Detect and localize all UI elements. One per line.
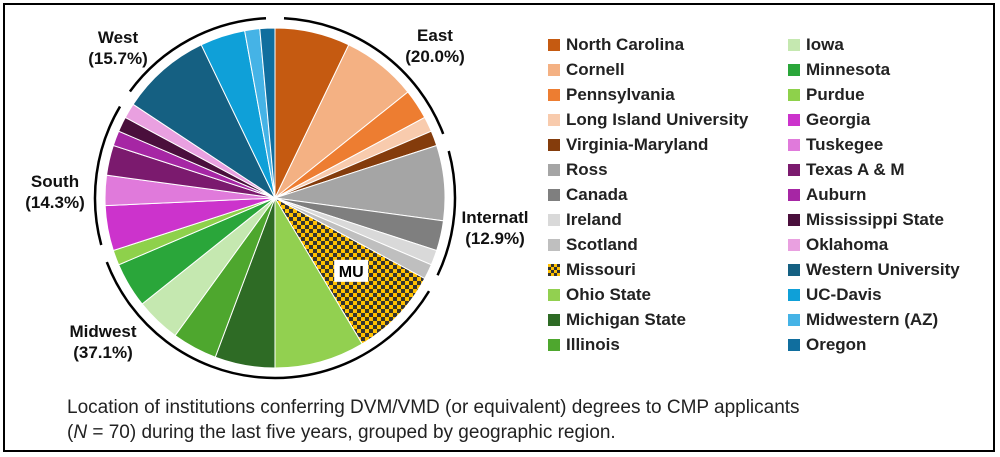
pie-slice-oregon [259,27,276,199]
region-name: South [30,172,80,191]
legend-swatch [788,264,800,276]
region-name: Internatl [461,208,529,227]
legend-swatch [548,339,560,351]
legend-label: Pennsylvania [566,85,675,104]
legend-label: Ohio State [566,285,652,304]
legend-label: Iowa [806,35,844,54]
pie-slice-ohio-state [274,196,363,369]
region-label-east: East (20.0%) [375,25,495,67]
legend-swatch [548,214,560,226]
legend-swatch [788,64,800,76]
region-percent: (14.3%) [25,193,85,212]
chart-caption: Location of institutions conferring DVM/… [67,395,967,445]
legend-swatch [548,64,560,76]
region-percent: (15.7%) [88,49,148,68]
legend-label: Minnesota [806,60,891,79]
legend-label: Cornell [566,60,625,79]
legend-label: Canada [566,185,628,204]
legend-swatch [548,139,560,151]
legend-swatch [788,339,800,351]
region-name: East [417,26,453,45]
caption-line-2: (N = 70) during the last five years, gro… [67,422,616,443]
legend-swatch [788,239,800,251]
legend-label: Scotland [566,235,638,254]
legend-swatch [548,264,560,276]
legend-swatch [788,314,800,326]
legend-label: Georgia [806,110,871,129]
legend-label: Oregon [806,335,867,354]
slice-label-missouri: MU [339,264,364,281]
region-arc-east [283,16,445,135]
legend-label: Tuskegee [806,135,884,154]
legend-swatch [788,39,800,51]
legend-label: Mississippi State [806,210,944,229]
legend-label: Purdue [806,85,865,104]
legend-label: Ireland [566,210,622,229]
region-label-midwest: Midwest (37.1%) [43,321,163,363]
pie-slice-western-university [132,44,277,200]
legend-label: Oklahoma [806,235,889,254]
legend-swatch [788,139,800,151]
region-percent: (12.9%) [465,229,525,248]
region-arc-midwest [105,261,431,380]
slice-label-background [334,259,369,282]
legend-label: Illinois [566,335,620,354]
legend-label: Missouri [566,260,636,279]
legend-swatch [548,189,560,201]
region-arc-south [93,105,122,246]
legend-label: Ross [566,160,608,179]
legend-swatch [548,39,560,51]
legend-label: Michigan State [566,310,686,329]
legend-label: Auburn [806,185,867,204]
legend-label: Midwestern (AZ) [806,310,939,329]
legend-swatch [788,164,800,176]
region-label-internatl: Internatl (12.9%) [435,207,555,249]
legend-swatch [548,239,560,251]
legend-swatch [788,114,800,126]
legend-swatch [788,214,800,226]
legend-swatch [548,114,560,126]
region-name: West [97,28,139,47]
legend-label: Texas A & M [806,160,905,179]
caption-line-1: Location of institutions conferring DVM/… [67,397,800,418]
legend-label: Long Island University [566,110,749,129]
legend-label: Western University [806,260,960,279]
legend-label: Virginia-Maryland [566,135,709,154]
legend-swatch [788,289,800,301]
region-label-south: South (14.3%) [0,171,115,213]
legend-swatch [788,189,800,201]
legend-swatch [548,314,560,326]
legend-swatch [548,164,560,176]
legend-label: North Carolina [566,35,685,54]
legend-label: UC-Davis [806,285,882,304]
region-label-west: West (15.7%) [58,27,178,69]
region-name: Midwest [69,322,137,341]
legend-swatch [548,289,560,301]
pie-chart: MU [93,16,457,380]
legend-swatch [788,89,800,101]
region-arc-west [128,16,267,93]
region-arc-internatl [436,150,457,276]
region-percent: (37.1%) [73,343,133,362]
legend-swatch [548,89,560,101]
figure-frame: MU East (20.0%) Internatl (12.9%) Midwest (37… [3,3,995,452]
region-percent: (20.0%) [405,47,465,66]
